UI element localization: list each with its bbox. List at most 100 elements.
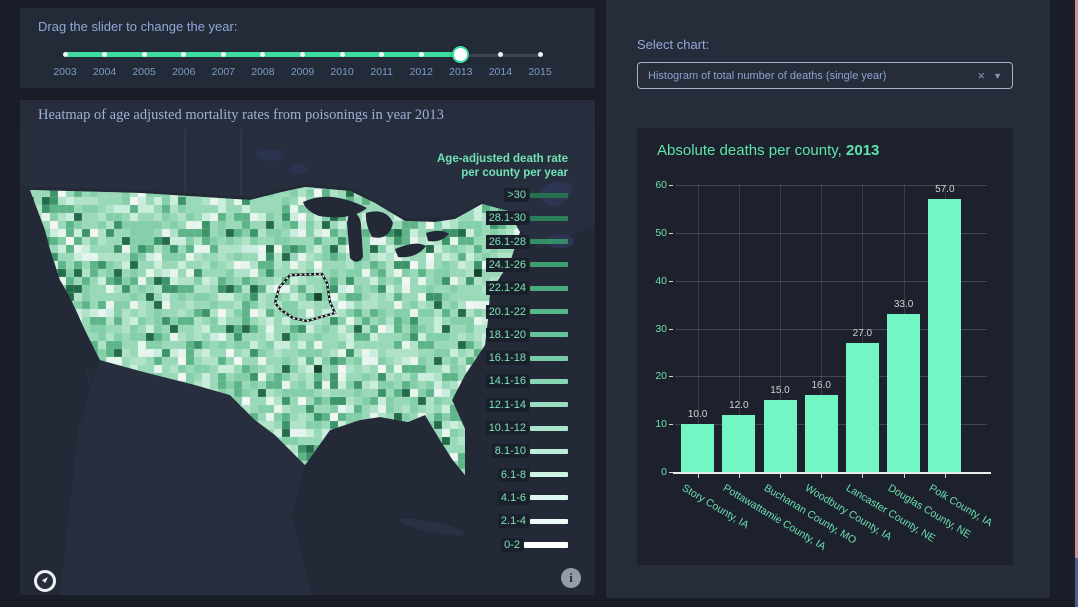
slider-tick-2006[interactable]: [181, 52, 187, 57]
map-title: Heatmap of age adjusted mortality rates …: [38, 107, 444, 123]
bar-polk-county-ia[interactable]: [928, 199, 962, 472]
year-label-2008[interactable]: 2008: [251, 66, 275, 78]
bar-value-label: 27.0: [852, 327, 873, 339]
legend-swatch: [530, 332, 568, 338]
slider-tick-2005[interactable]: [141, 52, 147, 57]
year-label-2010[interactable]: 2010: [330, 66, 354, 78]
chevron-down-icon[interactable]: ▼: [993, 70, 1002, 81]
year-label-2014[interactable]: 2014: [488, 66, 513, 78]
legend-swatch: [530, 239, 568, 245]
slider-tick-2008[interactable]: [260, 52, 266, 57]
gridline-y-50: [675, 232, 987, 234]
legend-label: 14.1-16: [485, 374, 529, 389]
y-axis-label-50: 50: [655, 226, 667, 239]
legend-label: 10.1-12: [485, 421, 529, 435]
legend-label: 20.1-22: [485, 304, 529, 319]
slider-tick-2009[interactable]: [300, 52, 305, 57]
bar-chart-panel: Absolute deaths per county, 2013 0 10 20 30…: [637, 128, 1013, 565]
legend-swatch: [530, 425, 568, 431]
bar-value-label: 10.0: [687, 409, 708, 421]
legend-label: 6.1-8: [497, 467, 529, 482]
slider-handle[interactable]: [452, 46, 470, 63]
year-slider[interactable]: 2003 2004 2005 2006 2007 2008 2009 2010 2011 2012…: [20, 8, 595, 88]
bar-pottawattamie-county-ia[interactable]: [722, 414, 756, 472]
map-info-icon[interactable]: i: [561, 568, 581, 588]
year-label-2005[interactable]: 2005: [132, 66, 156, 78]
bar-value-label: 15.0: [770, 385, 790, 397]
x-axis-tick-5: [903, 474, 905, 478]
legend-entry->30: >30: [504, 188, 568, 202]
chart-select-dropdown[interactable]: Histogram of total number of deaths (sin…: [637, 62, 1013, 89]
y-axis-label-30: 30: [655, 322, 667, 335]
bar-douglas-county-ne[interactable]: [887, 314, 921, 472]
bar-lancaster-county-ne[interactable]: [845, 342, 879, 472]
y-axis-tick-20: [669, 376, 673, 378]
slider-tick-2012[interactable]: [418, 52, 424, 57]
year-label-2009[interactable]: 2009: [290, 66, 315, 78]
map-legend: Age-adjusted death rate per county per y…: [338, 152, 568, 572]
year-label-2011[interactable]: 2011: [370, 66, 393, 78]
legend-swatch: [530, 518, 568, 524]
legend-label: 16.1-18: [485, 351, 529, 366]
year-label-2003[interactable]: 2003: [53, 66, 77, 78]
legend-entry-14.1-16: 14.1-16: [485, 374, 568, 389]
y-axis-label-40: 40: [655, 274, 667, 287]
page-scrollbar-track[interactable]: [1075, 558, 1078, 607]
legend-entry-4.1-6: 4.1-6: [497, 490, 568, 505]
year-label-2015[interactable]: 2015: [528, 66, 552, 78]
y-axis-tick-60: [669, 185, 673, 186]
slider-tick-2007[interactable]: [220, 52, 226, 57]
chart-title: Absolute deaths per county, 2013: [657, 142, 880, 159]
y-axis-label-0: 0: [661, 466, 667, 478]
legend-entry-16.1-18: 16.1-18: [485, 351, 568, 366]
legend-label: 28.1-30: [485, 211, 529, 226]
legend-entry-8.1-10: 8.1-10: [491, 444, 568, 459]
dropdown-selected-value[interactable]: Histogram of total number of deaths (sin…: [648, 69, 887, 82]
y-axis-label-10: 10: [655, 418, 667, 431]
year-label-2013[interactable]: 2013: [449, 66, 473, 78]
slider-tick-2015[interactable]: [537, 52, 543, 57]
slider-tick-2011[interactable]: [379, 52, 385, 57]
y-axis-label-20: 20: [655, 370, 667, 383]
legend-label: 24.1-26: [485, 257, 529, 272]
legend-label: 8.1-10: [491, 444, 529, 459]
legend-label: 2.1-4: [497, 514, 529, 529]
legend-entry-20.1-22: 20.1-22: [485, 304, 568, 319]
legend-label: 26.1-28: [485, 234, 529, 249]
gridline-x-4: [862, 185, 864, 472]
map-compass-icon[interactable]: [34, 570, 56, 592]
page-scrollbar-thumb[interactable]: [1075, 0, 1078, 558]
bar-value-label: 16.0: [811, 380, 831, 392]
year-label-2012[interactable]: 2012: [409, 66, 433, 78]
y-axis-label-60: 60: [655, 179, 667, 191]
gridline-y-30: [675, 328, 987, 330]
dropdown-clear-icon[interactable]: ×: [977, 68, 986, 83]
slider-tick-2014[interactable]: [497, 52, 503, 57]
y-axis-tick-0: [669, 472, 673, 473]
x-axis-tick-4: [862, 474, 864, 478]
legend-swatch: [530, 378, 568, 384]
bar-woodbury-county-ia[interactable]: [804, 395, 838, 472]
slider-tick-2003[interactable]: [62, 52, 68, 57]
legend-entry-2.1-4: 2.1-4: [497, 514, 568, 529]
slider-tick-2004[interactable]: [102, 52, 108, 57]
us-county-choropleth-map[interactable]: [20, 129, 595, 595]
legend-label: 4.1-6: [497, 490, 529, 505]
year-label-2004[interactable]: 2004: [92, 66, 117, 78]
legend-swatch: [530, 285, 568, 291]
year-label-2007[interactable]: 2007: [211, 66, 235, 78]
bar-story-county-ia[interactable]: [681, 424, 715, 472]
gridline-x-2: [780, 185, 781, 472]
legend-entry-12.1-14: 12.1-14: [485, 397, 568, 412]
y-axis-tick-10: [669, 424, 673, 426]
legend-entry-26.1-28: 26.1-28: [485, 234, 568, 249]
bar-buchanan-county-mo[interactable]: [763, 400, 797, 472]
slider-tick-2010[interactable]: [339, 52, 345, 57]
year-label-2006[interactable]: 2006: [172, 66, 196, 78]
y-axis-tick-30: [669, 328, 673, 330]
x-axis-tick-6: [944, 474, 946, 478]
gridline-y-60: [675, 185, 987, 186]
legend-label: 18.1-20: [485, 327, 529, 342]
gridline-x-0: [697, 185, 699, 472]
